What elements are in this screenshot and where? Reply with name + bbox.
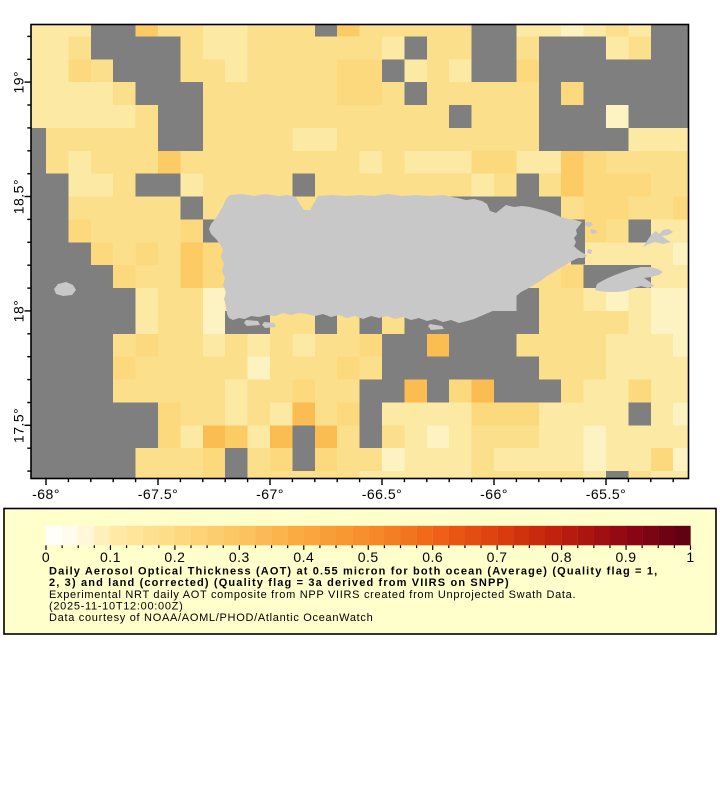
svg-text:Experimental NRT daily AOT com: Experimental NRT daily AOT composite fro… xyxy=(49,589,576,601)
svg-text:0.6: 0.6 xyxy=(422,549,443,565)
svg-text:0.1: 0.1 xyxy=(100,549,121,565)
svg-text:Data courtesy of NOAA/AOML/PHO: Data courtesy of NOAA/AOML/PHOD/Atlantic… xyxy=(49,612,373,624)
svg-text:-68°: -68° xyxy=(32,486,60,502)
svg-text:Daily Aerosol Optical Thicknes: Daily Aerosol Optical Thickness (AOT) at… xyxy=(49,565,658,577)
svg-text:0.5: 0.5 xyxy=(358,549,379,565)
svg-text:-66.5°: -66.5° xyxy=(362,486,403,502)
svg-text:0.8: 0.8 xyxy=(551,549,572,565)
svg-text:0.2: 0.2 xyxy=(164,549,185,565)
svg-text:19°: 19° xyxy=(11,71,27,94)
svg-text:0.9: 0.9 xyxy=(616,549,637,565)
svg-text:1: 1 xyxy=(686,549,694,565)
svg-text:-65.5°: -65.5° xyxy=(586,486,627,502)
svg-text:18.5°: 18.5° xyxy=(11,179,27,214)
svg-text:0.4: 0.4 xyxy=(293,549,314,565)
svg-text:0: 0 xyxy=(42,549,50,565)
svg-text:0.3: 0.3 xyxy=(229,549,250,565)
svg-text:(2025-11-10T12:00:00Z): (2025-11-10T12:00:00Z) xyxy=(49,601,183,613)
svg-text:0.7: 0.7 xyxy=(487,549,508,565)
svg-text:18°: 18° xyxy=(11,300,27,323)
svg-text:-67.5°: -67.5° xyxy=(138,486,179,502)
svg-text:-67°: -67° xyxy=(256,486,284,502)
svg-text:17.5°: 17.5° xyxy=(11,408,27,443)
svg-text:-66°: -66° xyxy=(480,486,508,502)
svg-text:2, 3) and land (corrected) (Qu: 2, 3) and land (corrected) (Quality flag… xyxy=(49,577,510,589)
